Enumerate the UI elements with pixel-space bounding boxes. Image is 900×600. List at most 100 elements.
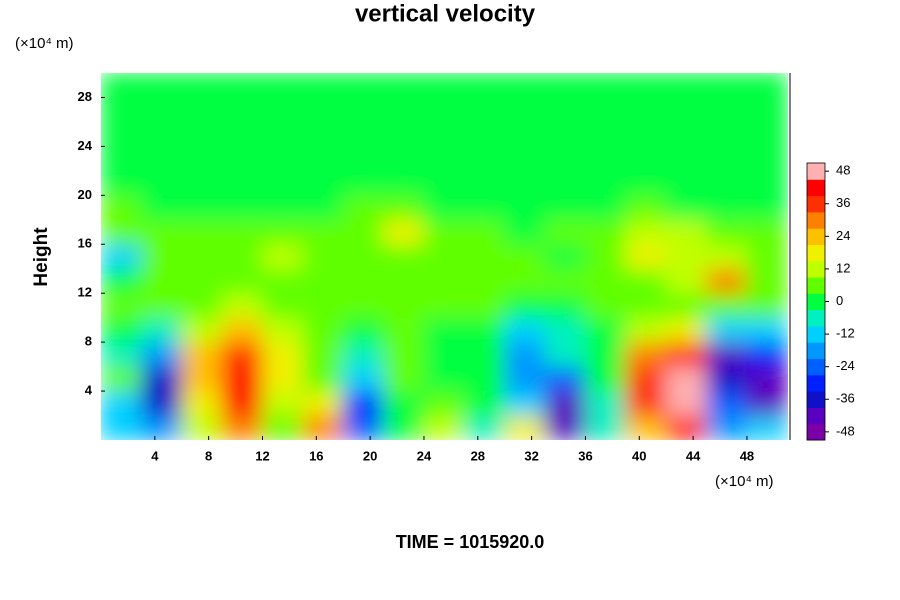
field-cell [665, 317, 708, 343]
field-cell [544, 390, 586, 417]
field-cell [221, 170, 263, 196]
field-cell [665, 243, 708, 270]
colorbar-band [807, 293, 825, 311]
y-unit: (×10⁴ m) [15, 35, 74, 52]
field-cell [261, 170, 304, 196]
field-cell [342, 145, 385, 172]
field-cell [544, 73, 586, 98]
field-cell [665, 390, 708, 417]
field-cell [181, 243, 223, 270]
field-cell [625, 390, 667, 417]
field-cell [706, 73, 748, 98]
field-cell [463, 292, 506, 319]
field-cell [463, 341, 506, 368]
field-cell [665, 73, 708, 98]
field-cell [584, 243, 627, 270]
field-cell [342, 366, 385, 392]
x-tick-label: 28 [471, 448, 485, 463]
field-cell [625, 243, 667, 270]
colorbar-band [807, 309, 825, 327]
field-cell [181, 96, 223, 123]
field-cell [423, 268, 465, 294]
field-cell [544, 194, 586, 221]
field-cell [504, 219, 546, 245]
field-cell [342, 243, 385, 270]
field-cell [101, 96, 142, 123]
field-cell [463, 73, 506, 98]
field-cell [140, 145, 183, 172]
x-tick-label: 40 [632, 448, 646, 463]
field-cell [302, 96, 344, 123]
field-cell [423, 96, 465, 123]
colorbar-band [807, 423, 825, 441]
field-cell [746, 121, 788, 147]
field-cell [383, 390, 425, 417]
chart-title: vertical velocity [355, 0, 536, 27]
field-cell [383, 268, 425, 294]
field-cell [463, 121, 506, 147]
field-cell [383, 292, 425, 319]
field-cell [342, 341, 385, 368]
field-cell [584, 96, 627, 123]
colorbar-tick-label: 36 [836, 195, 850, 210]
field-cell [423, 292, 465, 319]
field-cell [584, 121, 627, 147]
x-tick-label: 12 [255, 448, 269, 463]
field-cell [101, 194, 142, 221]
field-cell [423, 243, 465, 270]
field-cell [140, 121, 183, 147]
field-cell [342, 194, 385, 221]
y-tick-label: 8 [85, 334, 92, 349]
field-cell [140, 96, 183, 123]
field-cell [423, 194, 465, 221]
field-cell [342, 317, 385, 343]
field-cell [302, 121, 344, 147]
y-tick-label: 16 [78, 236, 92, 251]
field-cell [101, 341, 142, 368]
x-unit: (×10⁴ m) [715, 473, 774, 490]
field-cell [423, 170, 465, 196]
field-cell [383, 145, 425, 172]
field-cell [181, 292, 223, 319]
field-cell [706, 170, 748, 196]
field-cell [584, 366, 627, 392]
field-cell [665, 268, 708, 294]
field-cell [665, 170, 708, 196]
field-cell [342, 96, 385, 123]
field-cell [181, 341, 223, 368]
field-cell [706, 121, 748, 147]
field-cell [746, 390, 788, 417]
field-cell [463, 415, 506, 440]
field-cell [101, 170, 142, 196]
field-cell [463, 390, 506, 417]
field-cell [625, 121, 667, 147]
field-cell [746, 73, 788, 98]
field-cell [181, 121, 223, 147]
colorbar-band [807, 325, 825, 343]
field-cell [423, 121, 465, 147]
colorbar-band [807, 228, 825, 245]
field-cell [706, 292, 748, 319]
field-cell [584, 390, 627, 417]
field-cell [423, 341, 465, 368]
field-cell [504, 292, 546, 319]
field-cell [221, 341, 263, 368]
field-cell [383, 194, 425, 221]
field-cell [625, 194, 667, 221]
colorbar-band [807, 407, 825, 425]
field-cell [261, 341, 304, 368]
field-cell [665, 292, 708, 319]
field-cell [302, 317, 344, 343]
field-cell [584, 415, 627, 440]
field-cell [625, 415, 667, 440]
field-cell [584, 292, 627, 319]
colorbar-tick-label: 0 [836, 293, 843, 308]
field-cell [101, 73, 142, 98]
field-cell [101, 415, 142, 440]
field-cell [101, 292, 142, 319]
field-cell [706, 341, 748, 368]
colorbar-tick-label: 12 [836, 260, 850, 275]
field-cell [625, 96, 667, 123]
field-cell [221, 243, 263, 270]
